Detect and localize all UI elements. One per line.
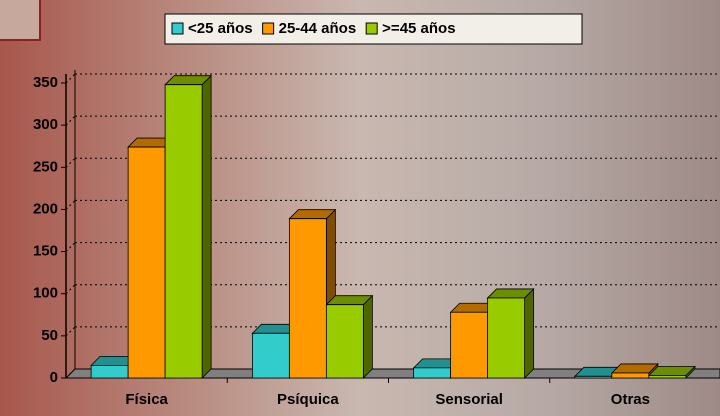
bar-face [90,364,129,379]
y-tick-label: 250 [33,158,58,175]
legend-swatch [365,22,378,35]
legend-swatch [262,22,275,35]
bar-face [487,297,526,379]
x-tick-label: Otras [611,391,650,408]
legend-label: >=45 años [382,20,455,37]
legend-label: 25-44 años [279,20,357,37]
bar-face [574,375,613,379]
bar-face [201,74,212,379]
y-tick-label: 150 [33,243,58,260]
bar-face [362,294,373,379]
y-tick-label: 300 [33,116,58,133]
grid-line [65,284,76,295]
y-tick-label: 100 [33,285,58,302]
bar-face [251,332,290,379]
x-tick-label: Sensorial [435,391,503,408]
bar [325,294,374,379]
bar-face [524,287,535,379]
x-tick-label: Física [125,391,168,408]
bar [486,287,535,379]
legend-label: <25 años [188,20,253,37]
bar [610,362,659,379]
bar-face [288,218,327,379]
bar-face [450,311,489,379]
legend-swatch [171,22,184,35]
bar-face [413,367,452,379]
y-tick-label: 200 [33,200,58,217]
bar [90,355,139,379]
bar-face [164,84,203,379]
grid-line [65,326,76,337]
y-tick-label: 50 [41,327,58,344]
bar-face [325,304,364,379]
bar-face [648,375,687,379]
grid-line [65,115,76,126]
corner-box [0,0,41,41]
bar [164,74,213,379]
y-tick-label: 350 [33,74,58,91]
bar-face [127,146,166,379]
grid-line [65,157,76,168]
grid-line [65,73,76,84]
grid-line [65,368,76,379]
bar-face [611,372,650,379]
x-tick-label: Psíquica [277,391,339,408]
grid-line [65,242,76,252]
y-tick-label: 0 [50,369,58,386]
grid-line [65,200,76,210]
bar [647,365,696,379]
